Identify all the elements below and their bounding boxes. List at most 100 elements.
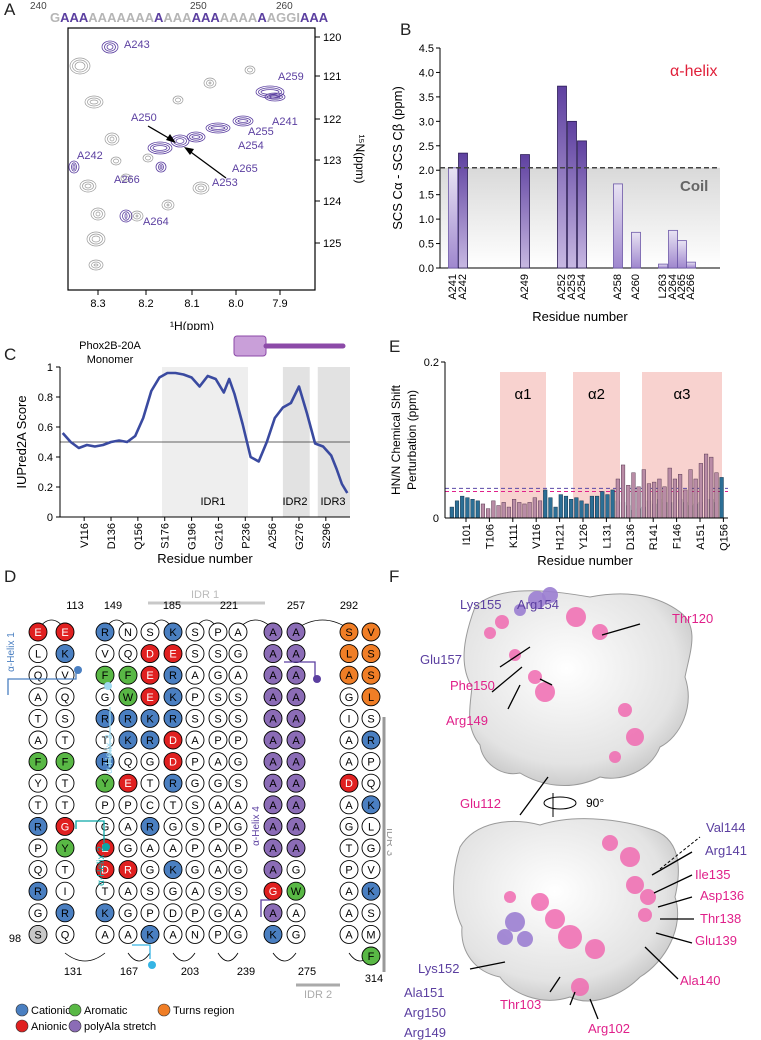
residue-number-top: 292 [340, 600, 358, 612]
helix-4-bracket-top [284, 661, 316, 682]
gray-peak [84, 183, 92, 189]
residue-circle [339, 903, 359, 923]
y-tick-label: 121 [323, 71, 341, 83]
bar-category-label: A265 [676, 274, 688, 300]
residue-circle [228, 665, 248, 685]
residue-circle [286, 860, 306, 880]
residue-letter: S [367, 908, 374, 920]
residue-letter: A [169, 929, 177, 941]
residue-letter: K [146, 713, 154, 725]
residue-letter: S [234, 886, 241, 898]
y-tick-label: 0.8 [38, 392, 53, 404]
residue-circle [28, 903, 48, 923]
bar-category-label: A258 [612, 274, 624, 300]
residue-circle [118, 708, 138, 728]
bar [512, 499, 517, 519]
residue-label-bottom: Arg149 [404, 1025, 446, 1040]
residue-circle [185, 881, 205, 901]
gray-peak [89, 99, 99, 105]
residue-circle [263, 773, 283, 793]
residue-letter: I [347, 713, 350, 725]
residue-label-bottom: Lys152 [418, 961, 459, 976]
pointer-arrow [653, 874, 693, 894]
residue-letter: P [367, 757, 374, 769]
residue-letter: Y [34, 778, 42, 790]
residue-letter: G [146, 865, 155, 877]
helix-4-end [313, 675, 321, 683]
residue-letter: K [269, 929, 277, 941]
residue-letter: Q [124, 649, 133, 661]
peak-label: A266 [114, 174, 140, 186]
bar [574, 497, 579, 519]
purple-peak [264, 92, 286, 102]
residue-letter: R [169, 713, 177, 725]
bar [605, 494, 610, 519]
residue-circle [361, 860, 381, 880]
residue-letter: P [234, 735, 241, 747]
panel-letter-d: D [4, 567, 17, 586]
purple-peak [269, 95, 281, 99]
pointer-arrow [601, 623, 641, 636]
patch-purple [497, 929, 513, 945]
residue-letter: A [345, 735, 353, 747]
sequence-number: 250 [190, 1, 207, 12]
residue-circle [118, 730, 138, 750]
bar [620, 464, 626, 519]
panel-letter-a: A [4, 0, 16, 19]
residue-letter: A [345, 800, 353, 812]
patch-purple [514, 604, 526, 616]
residue-letter: F [35, 757, 42, 769]
panel-e-bar-chart: α1 α2 α3 0.2 0 I101 T106 K111 V116 H121 Y126 L131 D1… [389, 357, 730, 567]
bar [569, 499, 574, 519]
patch-purple [505, 912, 525, 932]
bar [709, 456, 714, 519]
gray-peak [91, 235, 101, 243]
residue-letter: P [146, 908, 153, 920]
residue-circle [118, 644, 138, 664]
residue-letter: D [101, 865, 109, 877]
residue-circle [228, 838, 248, 858]
residue-letter: A [124, 886, 132, 898]
residue-circle [55, 622, 75, 642]
residue-letter: A [345, 929, 353, 941]
residue-letter: A [234, 908, 242, 920]
x-tick-label: Q156 [718, 524, 730, 551]
legend-label: Turns region [173, 1005, 234, 1017]
residue-circle [339, 708, 359, 728]
bar [636, 486, 641, 519]
residue-circle [286, 881, 306, 901]
residue-letter: G [101, 692, 110, 704]
idr2-label: IDR 2 [304, 989, 332, 1001]
bar [698, 463, 703, 519]
residue-letter: K [169, 627, 177, 639]
residue-label-top: Thr120 [672, 611, 713, 626]
residue-letter: A [292, 627, 300, 639]
residue-circle [208, 644, 228, 664]
bar [454, 500, 460, 519]
peak-label: A265 [232, 163, 258, 175]
y-tick-label: 0 [47, 512, 53, 524]
residue-letter: G [34, 908, 43, 920]
residue-circle [361, 730, 381, 750]
bar [657, 478, 662, 519]
patch-pink [571, 978, 589, 996]
x-axis-label: ¹H(ppm) [170, 319, 214, 330]
legend-swatch [15, 1003, 29, 1017]
residue-letter: K [169, 865, 177, 877]
residue-letter: R [101, 713, 109, 725]
residue-circle [228, 924, 248, 944]
gray-peak [72, 59, 88, 73]
residue-letter: Q [61, 692, 70, 704]
residue-letter: Q [34, 670, 43, 682]
residue-letter: C [146, 800, 154, 812]
residue-circle [28, 665, 48, 685]
residue-circle [361, 903, 381, 923]
residue-circle [263, 665, 283, 685]
residue-letter: P [191, 757, 198, 769]
residue-number-bottom: 239 [237, 966, 255, 978]
pointer-arrow [507, 684, 521, 710]
residue-letter: R [124, 713, 132, 725]
residue-circle [140, 644, 160, 664]
residue-number-top: 185 [163, 600, 181, 612]
bar [522, 503, 527, 519]
